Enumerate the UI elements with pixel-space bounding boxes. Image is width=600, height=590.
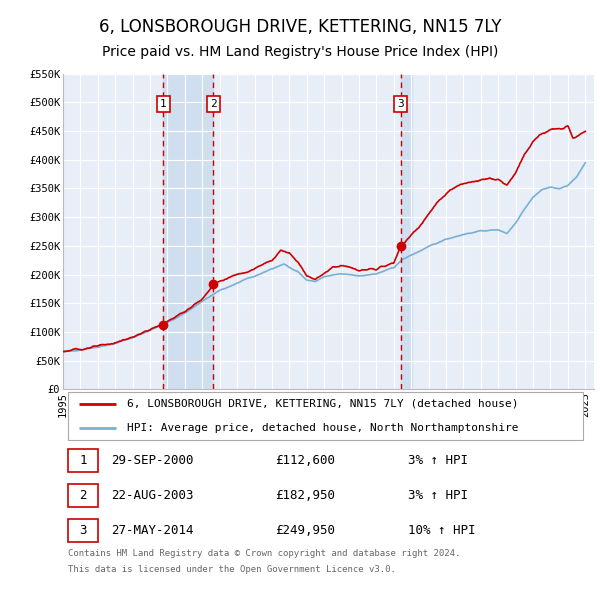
Text: Contains HM Land Registry data © Crown copyright and database right 2024.: Contains HM Land Registry data © Crown c… [68,549,461,559]
Text: 10% ↑ HPI: 10% ↑ HPI [408,524,476,537]
Text: 3% ↑ HPI: 3% ↑ HPI [408,489,468,502]
Text: £112,600: £112,600 [275,454,335,467]
Text: 6, LONSBOROUGH DRIVE, KETTERING, NN15 7LY (detached house): 6, LONSBOROUGH DRIVE, KETTERING, NN15 7L… [127,399,518,409]
Text: 3: 3 [397,99,404,109]
Text: 1: 1 [160,99,166,109]
Text: This data is licensed under the Open Government Licence v3.0.: This data is licensed under the Open Gov… [68,565,396,575]
Text: 2: 2 [210,99,217,109]
Text: Price paid vs. HM Land Registry's House Price Index (HPI): Price paid vs. HM Land Registry's House … [102,45,498,59]
Text: 3% ↑ HPI: 3% ↑ HPI [408,454,468,467]
Text: HPI: Average price, detached house, North Northamptonshire: HPI: Average price, detached house, Nort… [127,423,518,433]
Text: 1: 1 [79,454,86,467]
Text: 22-AUG-2003: 22-AUG-2003 [111,489,193,502]
FancyBboxPatch shape [68,449,98,472]
FancyBboxPatch shape [68,484,98,507]
FancyBboxPatch shape [68,392,583,440]
Text: £182,950: £182,950 [275,489,335,502]
Text: 27-MAY-2014: 27-MAY-2014 [111,524,193,537]
Bar [163,74,214,389]
Bar [401,74,412,389]
FancyBboxPatch shape [68,519,98,542]
Text: 29-SEP-2000: 29-SEP-2000 [111,454,193,467]
Text: 3: 3 [79,524,86,537]
Text: 6, LONSBOROUGH DRIVE, KETTERING, NN15 7LY: 6, LONSBOROUGH DRIVE, KETTERING, NN15 7L… [99,18,501,35]
Text: £249,950: £249,950 [275,524,335,537]
Text: 2: 2 [79,489,86,502]
